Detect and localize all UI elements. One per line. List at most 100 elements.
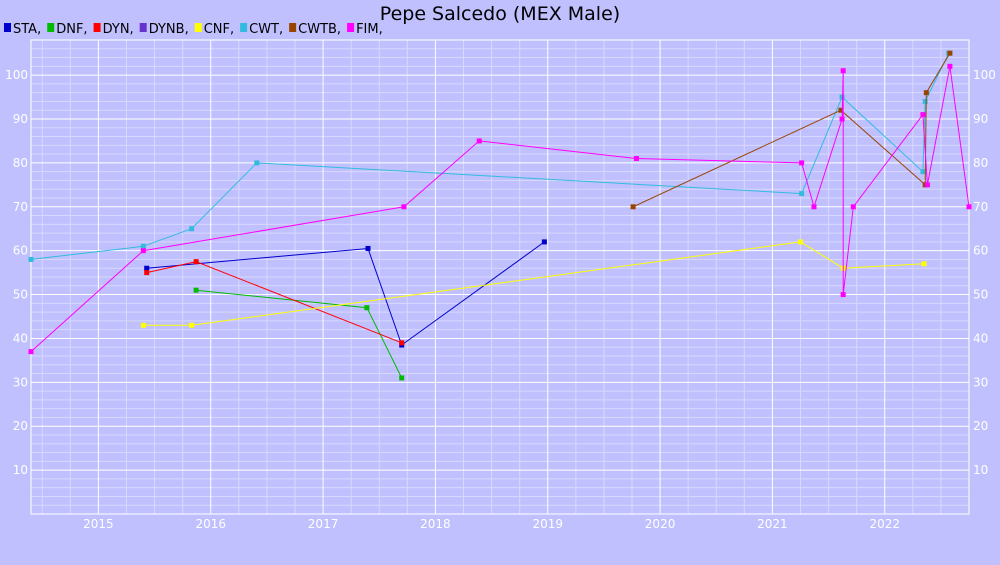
series-line-cnf xyxy=(143,241,925,326)
data-point-fim xyxy=(920,112,926,118)
x-tick-label: 2020 xyxy=(645,517,676,531)
y-tick-label-left: 70 xyxy=(13,200,28,214)
axes xyxy=(30,39,970,515)
legend-swatch-cwt xyxy=(240,23,248,32)
data-point-sta xyxy=(541,239,547,245)
legend-label-cnf: CNF, xyxy=(204,22,234,37)
series-sta xyxy=(144,239,547,348)
legend-swatch-dynb xyxy=(139,23,147,32)
data-point-dnf xyxy=(193,287,199,293)
x-tick-label: 2016 xyxy=(195,517,226,531)
x-tick-label: 2015 xyxy=(83,517,114,531)
data-point-fim xyxy=(633,156,639,161)
legend-item-dyn: DYN, xyxy=(93,22,134,37)
legend: STA, DNF, DYN, DYNB, CNF, CWT, CWTB, FIM, xyxy=(4,22,383,37)
legend-label-fim: FIM, xyxy=(356,22,383,37)
legend-label-dnf: DNF, xyxy=(56,22,87,37)
data-point-cwtb xyxy=(838,107,844,113)
legend-swatch-cnf xyxy=(194,23,202,32)
data-point-cwt xyxy=(920,169,926,175)
data-point-fim xyxy=(839,116,845,122)
series-fim xyxy=(28,63,972,355)
legend-swatch-dyn xyxy=(93,23,101,32)
legend-item-cnf: CNF, xyxy=(194,22,234,37)
x-tick-label: 2022 xyxy=(869,517,900,531)
x-tick-label: 2021 xyxy=(757,517,788,531)
data-point-dyn xyxy=(193,259,199,265)
data-point-cnf xyxy=(189,322,195,328)
y-tick-label-right: 80 xyxy=(973,156,988,170)
data-point-fim xyxy=(140,248,146,254)
data-point-fim xyxy=(840,68,846,74)
y-tick-label-left: 100 xyxy=(5,68,28,82)
legend-label-dynb: DYNB, xyxy=(149,22,189,37)
y-tick-label-left: 90 xyxy=(13,112,28,126)
series-cwtb xyxy=(630,50,953,210)
data-point-cwt xyxy=(28,256,34,262)
x-tick-label: 2017 xyxy=(308,517,339,531)
grid xyxy=(31,40,969,514)
y-tick-label-left: 50 xyxy=(13,288,28,302)
legend-item-fim: FIM, xyxy=(347,22,383,37)
series-cnf xyxy=(140,239,927,328)
data-point-fim xyxy=(947,63,953,69)
data-point-cwtb xyxy=(923,90,929,96)
legend-item-dynb: DYNB, xyxy=(139,22,189,37)
data-point-fim xyxy=(28,349,34,355)
y-tick-label-right: 90 xyxy=(973,112,988,126)
data-point-cnf xyxy=(797,239,803,245)
y-tick-label-right: 60 xyxy=(973,244,988,258)
data-point-dnf xyxy=(364,305,370,311)
series-dyn xyxy=(144,259,405,346)
data-point-dyn xyxy=(144,270,150,276)
y-tick-label-right: 30 xyxy=(973,375,988,389)
plot-frame xyxy=(30,39,970,515)
y-tick-label-right: 100 xyxy=(973,68,996,82)
y-tick-label-left: 10 xyxy=(13,463,28,477)
data-point-fim xyxy=(401,204,407,210)
data-point-fim xyxy=(476,138,482,144)
data-point-cwtb xyxy=(947,50,953,56)
legend-item-cwtb: CWTB, xyxy=(289,22,341,37)
x-tick-label: 2019 xyxy=(532,517,563,531)
data-point-fim xyxy=(840,292,846,298)
legend-swatch-cwtb xyxy=(289,23,297,32)
series-layer xyxy=(28,50,972,381)
y-tick-label-left: 80 xyxy=(13,156,28,170)
y-tick-label-right: 50 xyxy=(973,288,988,302)
y-tick-label-right: 20 xyxy=(973,419,988,433)
data-point-dyn xyxy=(399,340,405,346)
data-point-sta xyxy=(144,265,150,271)
legend-swatch-sta xyxy=(4,23,11,32)
y-tick-label-left: 30 xyxy=(13,375,28,389)
legend-label-sta: STA, xyxy=(13,22,41,37)
x-tick-label: 2018 xyxy=(420,517,451,531)
legend-item-dnf: DNF, xyxy=(47,22,88,37)
data-point-dnf xyxy=(399,375,405,381)
legend-item-cwt: CWT, xyxy=(240,22,283,37)
data-point-cwt xyxy=(799,191,805,197)
chart-title: Pepe Salcedo (MEX Male) xyxy=(380,3,620,25)
series-dnf xyxy=(193,287,405,381)
data-point-cwt xyxy=(140,243,146,249)
data-point-cwt xyxy=(189,226,195,232)
data-point-cnf xyxy=(921,261,927,267)
series-line-sta xyxy=(146,241,545,346)
y-tick-label-right: 70 xyxy=(973,200,988,214)
legend-swatch-dnf xyxy=(47,23,55,32)
series-cwt xyxy=(28,50,952,262)
data-point-fim xyxy=(811,204,817,210)
legend-label-dyn: DYN, xyxy=(103,22,134,37)
legend-label-cwt: CWT, xyxy=(249,22,283,37)
y-tick-label-right: 40 xyxy=(973,331,988,345)
data-point-cwt xyxy=(922,98,928,104)
y-tick-label-left: 40 xyxy=(13,331,28,345)
legend-item-sta: STA, xyxy=(4,22,41,37)
legend-swatch-fim xyxy=(347,23,355,32)
data-point-fim xyxy=(850,204,856,210)
y-tick-label-left: 20 xyxy=(13,419,28,433)
series-line-cwtb xyxy=(632,52,951,208)
